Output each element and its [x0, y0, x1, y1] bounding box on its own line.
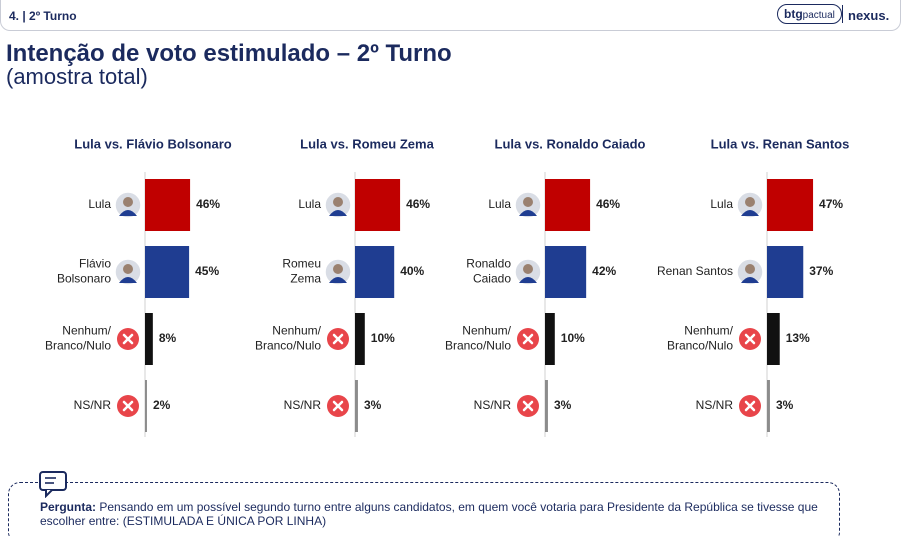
- category-label: NS/NR: [74, 398, 112, 412]
- charts: Lula vs. Flávio Bolsonaro 46% Lula 45% Flávi…: [45, 136, 849, 437]
- bar-chart: Lula vs. Flávio Bolsonaro 46% Lula 45% Flávi…: [45, 136, 232, 437]
- bar: [767, 246, 804, 298]
- chart-title: Lula vs. Ronaldo Caiado: [495, 136, 646, 151]
- bar: [767, 313, 780, 365]
- value-label: 47%: [819, 197, 843, 211]
- value-label: 46%: [406, 197, 430, 211]
- bar: [355, 313, 365, 365]
- photo-body: [119, 277, 137, 283]
- value-label: 45%: [195, 264, 219, 278]
- photo-body: [329, 277, 347, 283]
- value-label: 10%: [561, 331, 585, 345]
- bar-chart: Lula vs. Romeu Zema 46% Lula 40% Romeu Zema 10…: [255, 136, 435, 437]
- question-text: Pensando em um possível segundo turno en…: [40, 500, 818, 528]
- category-label: NS/NR: [474, 398, 512, 412]
- chart-title: Lula vs. Flávio Bolsonaro: [74, 136, 232, 151]
- category-label: Ronaldo Caiado: [466, 257, 511, 286]
- category-label: Romeu Zema: [282, 257, 321, 286]
- value-label: 8%: [159, 331, 177, 345]
- bar: [545, 246, 587, 298]
- value-label: 42%: [592, 264, 616, 278]
- chart-title: Lula vs. Renan Santos: [711, 136, 850, 151]
- question: Pergunta: Pensando em um possível segund…: [40, 500, 830, 528]
- value-label: 3%: [554, 398, 572, 412]
- subtitle: (amostra total): [6, 64, 148, 89]
- separator: [842, 5, 843, 23]
- bar: [767, 380, 770, 432]
- none-icon-x: [522, 400, 534, 412]
- value-label: 46%: [596, 197, 620, 211]
- value-label: 37%: [809, 264, 833, 278]
- value-label: 13%: [786, 331, 810, 345]
- bar: [145, 313, 153, 365]
- brand-logo: btgpactual: [777, 4, 842, 24]
- category-label: NS/NR: [284, 398, 322, 412]
- category-label: Lula: [710, 197, 733, 211]
- photo-body: [119, 210, 137, 216]
- section-label: 4. | 2º Turno: [9, 9, 77, 23]
- bar: [145, 179, 191, 231]
- photo-head: [333, 197, 343, 207]
- value-label: 2%: [153, 398, 171, 412]
- value-label: 40%: [400, 264, 424, 278]
- bar: [355, 380, 358, 432]
- value-label: 10%: [371, 331, 395, 345]
- brand-suffix: pactual: [802, 10, 835, 21]
- none-icon-x: [744, 333, 756, 345]
- bar-chart: Lula vs. Renan Santos 47% Lula 37% Renan San…: [657, 136, 849, 437]
- question-label: Pergunta:: [40, 500, 97, 514]
- none-icon-x: [332, 333, 344, 345]
- brand: btg: [784, 7, 803, 21]
- photo-head: [123, 264, 133, 274]
- partner-logo: nexus.: [848, 8, 890, 23]
- bar: [355, 246, 395, 298]
- photo-head: [523, 264, 533, 274]
- none-icon-x: [522, 333, 534, 345]
- photo-head: [745, 197, 755, 207]
- photo-head: [123, 197, 133, 207]
- category-label: Lula: [488, 197, 511, 211]
- chart-title: Lula vs. Romeu Zema: [300, 136, 434, 151]
- category-label: NS/NR: [696, 398, 734, 412]
- photo-head: [745, 264, 755, 274]
- photo-body: [741, 210, 759, 216]
- question-box: [8, 482, 840, 536]
- title: Intenção de voto estimulado – 2º Turno: [6, 40, 452, 67]
- photo-head: [333, 264, 343, 274]
- category-label: Lula: [88, 197, 111, 211]
- bar: [545, 179, 591, 231]
- photo-body: [519, 210, 537, 216]
- none-icon-x: [332, 400, 344, 412]
- category-label: Nenhum/Branco/Nulo: [667, 324, 734, 353]
- photo-body: [329, 210, 347, 216]
- top-bar: 4. | 2º Turno btgpactual nexus.: [0, 0, 901, 31]
- bar-chart: Lula vs. Ronaldo Caiado 46% Lula 42% Ronaldo…: [445, 136, 646, 437]
- category-label: Nenhum/Branco/Nulo: [445, 324, 512, 353]
- value-label: 3%: [364, 398, 382, 412]
- category-label: Nenhum/Branco/Nulo: [45, 324, 112, 353]
- bar: [767, 179, 814, 231]
- bar: [145, 380, 147, 432]
- photo-body: [519, 277, 537, 283]
- category-label: Renan Santos: [657, 264, 733, 278]
- category-label: Flávio Bolsonaro: [57, 257, 111, 286]
- photo-body: [741, 277, 759, 283]
- none-icon-x: [122, 333, 134, 345]
- value-label: 3%: [776, 398, 794, 412]
- bar: [355, 179, 401, 231]
- none-icon-x: [122, 400, 134, 412]
- category-label: Lula: [298, 197, 321, 211]
- photo-head: [523, 197, 533, 207]
- none-icon-x: [744, 400, 756, 412]
- bar: [145, 246, 190, 298]
- bar: [545, 380, 548, 432]
- category-label: Nenhum/Branco/Nulo: [255, 324, 322, 353]
- value-label: 46%: [196, 197, 220, 211]
- bar: [545, 313, 555, 365]
- question-icon: [39, 471, 67, 498]
